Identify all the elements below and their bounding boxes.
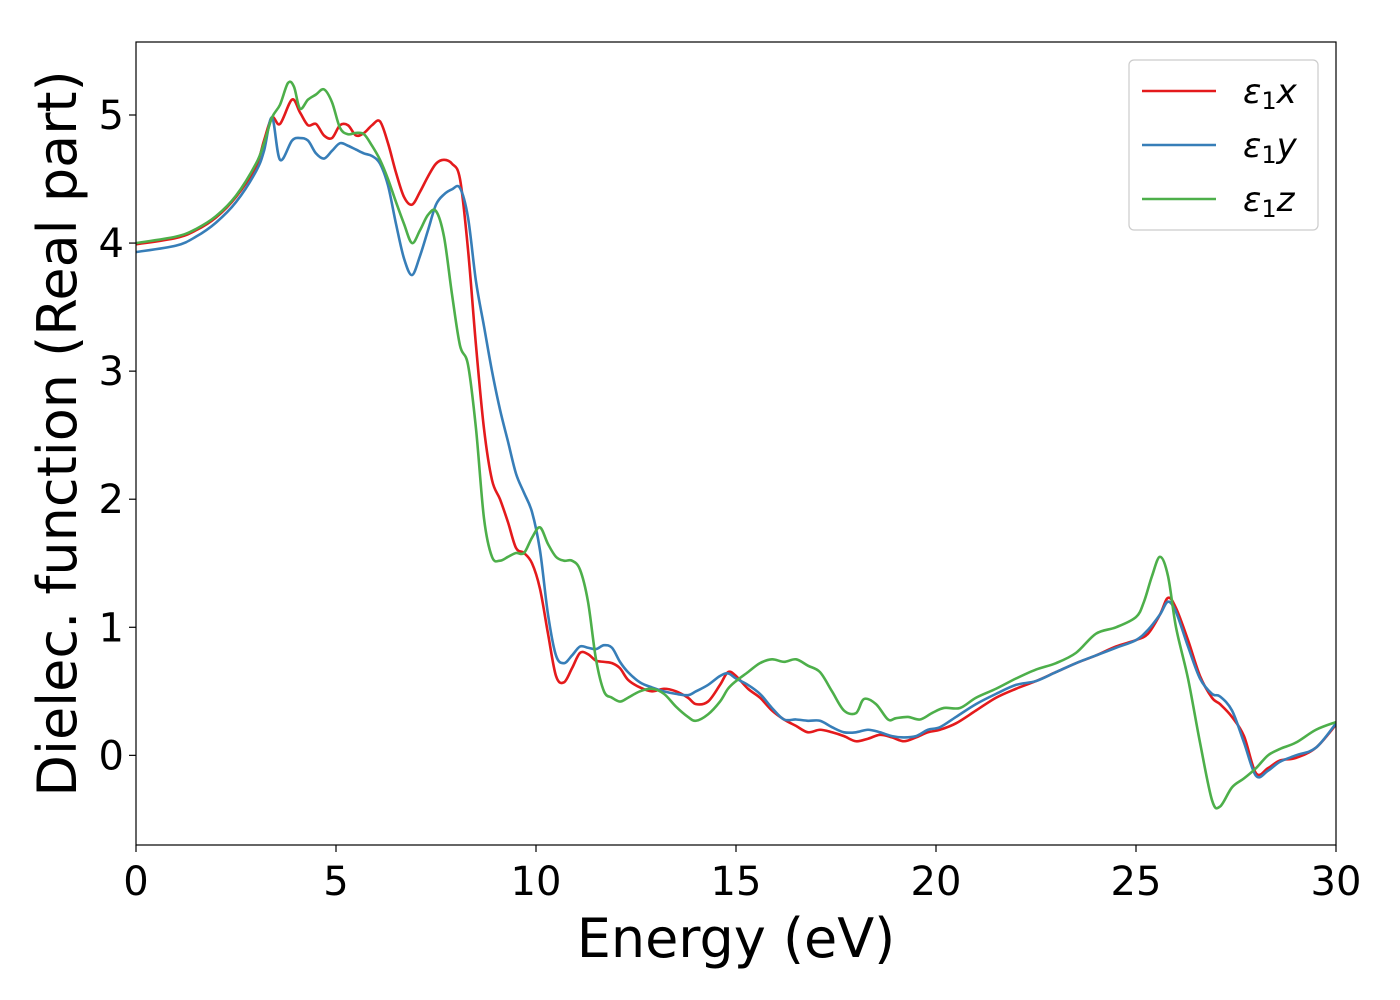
legend-label: ε1x [1243, 72, 1298, 115]
y-tick-label: 2 [99, 477, 124, 523]
x-tick-label: 20 [911, 859, 962, 905]
y-tick-label: 5 [99, 93, 124, 139]
ticks-layer: 0 5 10 15 20 25 30 0 1 2 3 4 5 [99, 93, 1362, 905]
x-tick-label: 25 [1111, 859, 1162, 905]
legend-item-x: ε1x [1142, 72, 1298, 115]
y-tick-label: 0 [99, 733, 124, 779]
x-tick-label: 5 [323, 859, 348, 905]
x-tick-label: 0 [123, 859, 148, 905]
legend-label: ε1y [1243, 126, 1298, 169]
legend: ε1x ε1y ε1z [1128, 59, 1319, 231]
x-tick-label: 30 [1311, 859, 1362, 905]
y-tick-label: 1 [99, 605, 124, 651]
legend-item-z: ε1z [1142, 180, 1296, 223]
x-tick-label: 15 [711, 859, 762, 905]
series-line-y [136, 116, 1336, 779]
legend-label: ε1z [1243, 180, 1296, 223]
y-tick-label: 3 [99, 349, 124, 395]
legend-box [1128, 59, 1319, 231]
x-axis-label: Energy (eV) [577, 907, 896, 970]
legend-item-y: ε1y [1142, 126, 1298, 169]
y-axis-label: Dielec. function (Real part) [26, 70, 89, 796]
series-layer [136, 80, 1336, 810]
x-tick-label: 10 [511, 859, 562, 905]
y-tick-label: 4 [99, 221, 124, 267]
series-line-z [136, 80, 1336, 810]
